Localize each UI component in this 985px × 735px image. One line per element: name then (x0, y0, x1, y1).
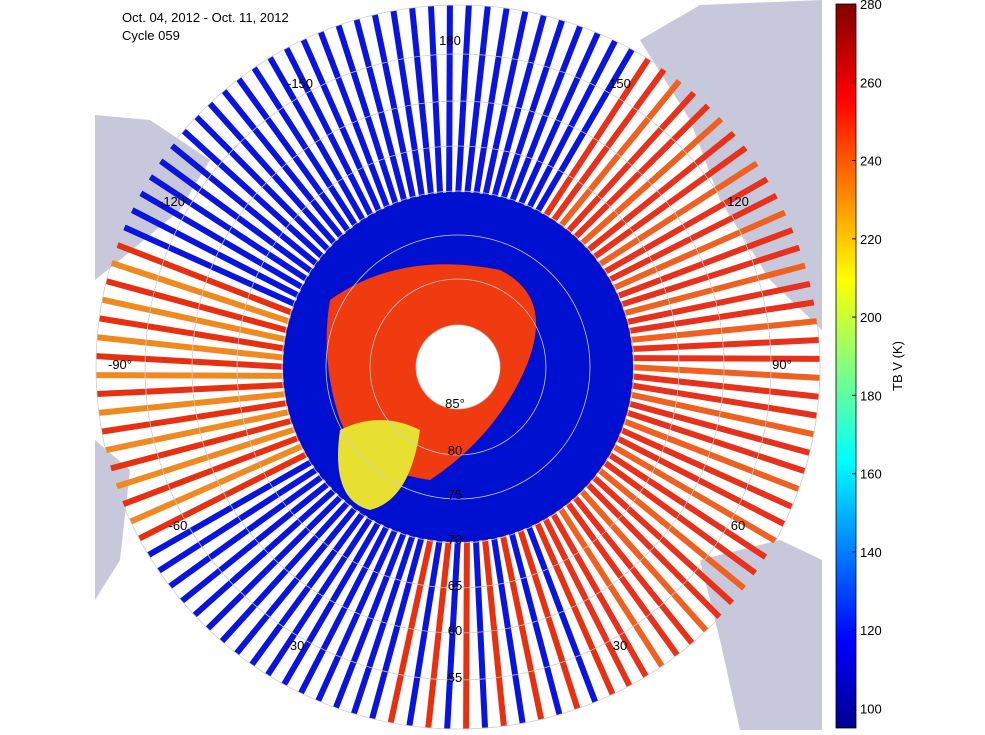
map: Oct. 04, 2012 - Oct. 11, 2012 Cycle 059 … (95, 0, 822, 730)
meridian-label: -150 (287, 76, 313, 91)
latitude-label: 70 (448, 532, 462, 547)
colorbar-tick-label: 200 (860, 310, 882, 325)
latitude-label: 65 (448, 578, 462, 593)
colorbar (835, 3, 857, 729)
yellow-patch (338, 420, 420, 510)
graticule (95, 4, 821, 730)
colorbar-label: TB V (K) (890, 341, 905, 391)
latitude-label: 55 (448, 670, 462, 685)
pole-hole (416, 325, 500, 409)
meridian-label: -120 (159, 194, 185, 209)
colorbar-tick-label: 280 (860, 0, 882, 12)
date-range: Oct. 04, 2012 - Oct. 11, 2012 (122, 10, 289, 25)
latitude-label: 85° (445, 396, 465, 411)
meridian-label: -30 (286, 638, 305, 653)
meridian-label: -90° (108, 357, 132, 372)
latitude-label: 80 (448, 443, 462, 458)
latitude-label: 60 (448, 623, 462, 638)
meridian-label: 120 (727, 194, 749, 209)
meridian-label: 30 (613, 638, 627, 653)
meridian-label: 180 (439, 33, 461, 48)
meridian-label: 150 (609, 76, 631, 91)
cycle: Cycle 059 (122, 28, 180, 43)
meridian-label: 90° (772, 357, 792, 372)
colorbar-tick-label: 240 (860, 154, 882, 169)
meridian-label: -60 (169, 518, 188, 533)
colorbar-tick-label: 120 (860, 623, 882, 638)
latitude-label: 75 (448, 487, 462, 502)
meridian-label: 60 (731, 518, 745, 533)
colorbar-tick-label: 100 (860, 701, 882, 716)
colorbar-tick-label: 220 (860, 232, 882, 247)
map-labels: Oct. 04, 2012 - Oct. 11, 2012 Cycle 059 … (108, 10, 792, 685)
colorbar-tick-label: 160 (860, 467, 882, 482)
colorbar-tick-label: 140 (860, 545, 882, 560)
colorbar-tick-label: 260 (860, 75, 882, 90)
colorbar-tick-label: 180 (860, 388, 882, 403)
